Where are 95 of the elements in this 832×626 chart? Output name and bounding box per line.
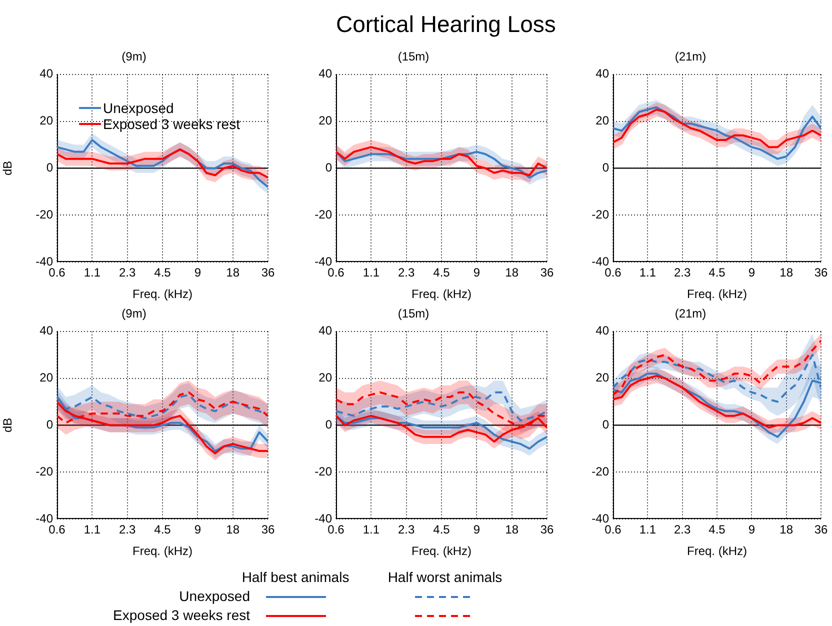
x-axis-title: Freq. (kHz) bbox=[132, 544, 193, 558]
x-tick-label: 18 bbox=[780, 522, 794, 537]
y-tick-label: -40 bbox=[314, 254, 332, 268]
x-tick-label: 9 bbox=[473, 522, 480, 537]
x-axis-title: Freq. (kHz) bbox=[132, 287, 193, 302]
x-tick-label: 2.3 bbox=[674, 522, 691, 537]
x-tick-label: 36 bbox=[540, 266, 554, 280]
x-tick-label: 18 bbox=[505, 266, 519, 280]
y-tick-label: -20 bbox=[314, 207, 332, 222]
x-tick-label: 9 bbox=[748, 522, 756, 537]
x-tick-label: 18 bbox=[226, 522, 240, 537]
y-tick-label: 0 bbox=[325, 160, 332, 175]
y-tick-label: -40 bbox=[36, 254, 54, 268]
x-tick-label: 18 bbox=[780, 266, 794, 280]
x-tick-label: 2.3 bbox=[398, 266, 415, 280]
legend-label: Exposed 3 weeks rest bbox=[112, 606, 251, 625]
x-tick-label: 18 bbox=[505, 522, 519, 537]
x-tick-label: 2.3 bbox=[118, 522, 136, 537]
y-tick-label: 40 bbox=[40, 66, 54, 81]
legend-label: Unexposed bbox=[178, 587, 251, 606]
x-tick-label: 36 bbox=[814, 266, 828, 280]
y-tick-label: -20 bbox=[314, 464, 332, 478]
x-tick-label: 18 bbox=[226, 266, 240, 280]
chart-title: (15m) bbox=[398, 306, 430, 321]
text: Half best animals bbox=[242, 568, 350, 587]
x-tick-label: 1.1 bbox=[362, 522, 380, 537]
y-tick-label: 40 bbox=[40, 324, 54, 338]
chart-title: (21m) bbox=[674, 306, 706, 321]
x-tick-label: 9 bbox=[194, 522, 202, 537]
y-tick-label: 40 bbox=[596, 324, 610, 338]
x-tick-label: 1.1 bbox=[84, 522, 101, 537]
y-tick-label: 0 bbox=[602, 418, 610, 432]
y-axis-title: dB bbox=[0, 418, 15, 433]
x-tick-label: 0.6 bbox=[48, 266, 66, 280]
y-tick-label: 40 bbox=[318, 324, 332, 338]
line-series bbox=[613, 340, 821, 396]
x-tick-label: 9 bbox=[473, 266, 480, 280]
x-tick-label: 36 bbox=[814, 522, 828, 537]
y-tick-label: 20 bbox=[40, 114, 54, 128]
x-tick-label: 4.5 bbox=[708, 266, 726, 280]
y-tick-label: 20 bbox=[596, 114, 610, 128]
x-axis-title: Freq. (kHz) bbox=[412, 287, 472, 302]
x-tick-label: 2.3 bbox=[398, 522, 415, 537]
y-tick-label: -20 bbox=[592, 464, 610, 478]
x-axis-title: Freq. (kHz) bbox=[412, 544, 472, 558]
chart-title: (9m) bbox=[122, 306, 146, 321]
x-tick-label: 4.5 bbox=[154, 522, 172, 537]
y-tick-label: 20 bbox=[40, 370, 54, 385]
y-tick-label: 0 bbox=[602, 160, 610, 175]
y-tick-label: -20 bbox=[36, 207, 54, 222]
x-tick-label: 1.1 bbox=[362, 266, 380, 280]
y-tick-label: 0 bbox=[325, 418, 332, 432]
y-tick-label: 40 bbox=[596, 66, 610, 81]
x-tick-label: 1.1 bbox=[84, 266, 101, 280]
legend-label: Unexposed bbox=[103, 100, 174, 116]
x-tick-label: 0.6 bbox=[328, 266, 345, 280]
y-tick-label: 0 bbox=[46, 418, 54, 432]
y-tick-label: -40 bbox=[314, 511, 332, 526]
y-tick-label: 40 bbox=[318, 66, 332, 81]
y-tick-label: -20 bbox=[36, 464, 54, 478]
chart-title: (21m) bbox=[674, 50, 706, 64]
x-tick-label: 4.5 bbox=[433, 522, 450, 537]
y-tick-label: 0 bbox=[46, 160, 54, 175]
text: Half worst animals bbox=[388, 568, 502, 587]
y-tick-label: -40 bbox=[592, 254, 610, 268]
x-axis-title: Freq. (kHz) bbox=[687, 287, 748, 302]
y-tick-label: 20 bbox=[596, 370, 610, 385]
x-tick-label: 4.5 bbox=[154, 266, 172, 280]
x-tick-label: 0.6 bbox=[328, 522, 345, 537]
x-tick-label: 0.6 bbox=[604, 266, 622, 280]
x-tick-label: 0.6 bbox=[604, 522, 622, 537]
x-tick-label: 4.5 bbox=[708, 522, 726, 537]
y-tick-label: -40 bbox=[592, 511, 610, 526]
text: Cortical Hearing Loss bbox=[336, 10, 556, 38]
line-series bbox=[336, 391, 547, 422]
x-tick-label: 4.5 bbox=[433, 266, 450, 280]
x-axis-title: Freq. (kHz) bbox=[687, 544, 748, 558]
x-tick-label: 36 bbox=[540, 522, 554, 537]
x-tick-label: 36 bbox=[261, 266, 275, 280]
y-axis-title: dB bbox=[0, 160, 15, 176]
x-tick-label: 36 bbox=[261, 522, 275, 537]
x-tick-label: 9 bbox=[748, 266, 756, 280]
x-tick-label: 0.6 bbox=[48, 522, 66, 537]
chart-title: (9m) bbox=[122, 50, 146, 64]
x-tick-label: 2.3 bbox=[118, 266, 136, 280]
x-tick-label: 2.3 bbox=[674, 266, 691, 280]
y-tick-label: 20 bbox=[318, 114, 332, 128]
y-tick-label: -20 bbox=[592, 207, 610, 222]
chart-title: (15m) bbox=[398, 50, 430, 64]
x-tick-label: 9 bbox=[194, 266, 202, 280]
y-tick-label: 20 bbox=[318, 370, 332, 385]
legend-label: Exposed 3 weeks rest bbox=[103, 116, 240, 132]
y-tick-label: -40 bbox=[36, 511, 54, 526]
x-tick-label: 1.1 bbox=[639, 266, 656, 280]
x-tick-label: 1.1 bbox=[639, 522, 656, 537]
